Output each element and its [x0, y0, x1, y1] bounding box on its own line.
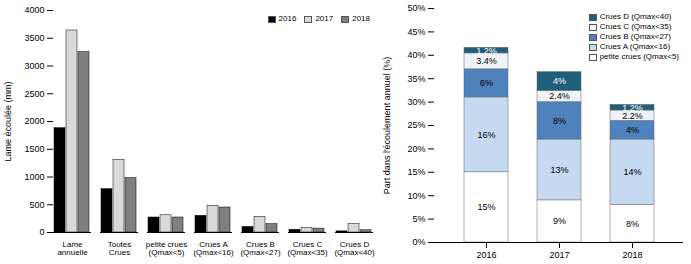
svg-text:0: 0 [39, 227, 44, 237]
svg-text:2018: 2018 [622, 250, 642, 260]
svg-text:2.4%: 2.4% [549, 91, 570, 101]
svg-text:1500: 1500 [24, 144, 44, 154]
svg-text:50%: 50% [407, 3, 425, 13]
svg-text:2500: 2500 [24, 89, 44, 99]
svg-text:1000: 1000 [24, 172, 44, 182]
svg-text:Crues B(Qmax<27): Crues B(Qmax<27) [240, 240, 281, 257]
svg-text:13%: 13% [550, 165, 568, 175]
svg-text:45%: 45% [407, 27, 425, 37]
svg-text:Part dans l'écoulement annuel: Part dans l'écoulement annuel (%) [382, 57, 392, 194]
svg-text:8%: 8% [553, 116, 566, 126]
svg-text:30%: 30% [407, 97, 425, 107]
svg-text:2017: 2017 [549, 250, 569, 260]
svg-text:5%: 5% [412, 214, 425, 224]
html-text:2016: 2016 [278, 14, 297, 23]
svg-text:ToutesCrues: ToutesCrues [108, 240, 132, 257]
svg-text:25%: 25% [407, 120, 425, 130]
svg-text:petite crues(Qmax<5): petite crues(Qmax<5) [146, 240, 187, 257]
svg-text:Crues A(Qmax<16): Crues A(Qmax<16) [193, 240, 234, 257]
svg-text:14%: 14% [623, 167, 641, 177]
svg-text:Crues C(Qmax<35): Crues C(Qmax<35) [287, 240, 328, 257]
svg-text:1.2%: 1.2% [476, 46, 497, 56]
html-text:Crues D (Qmax<40): Crues D (Qmax<40) [599, 12, 672, 21]
svg-text:3.4%: 3.4% [476, 56, 497, 66]
svg-text:15%: 15% [407, 167, 425, 177]
svg-text:35%: 35% [407, 74, 425, 84]
svg-text:40%: 40% [407, 50, 425, 60]
html-text:2017: 2017 [315, 14, 334, 23]
svg-text:10%: 10% [407, 191, 425, 201]
svg-text:Crues D(Qmax<40): Crues D(Qmax<40) [334, 240, 375, 257]
svg-text:9%: 9% [553, 216, 566, 226]
svg-text:2016: 2016 [476, 250, 496, 260]
svg-text:6%: 6% [480, 78, 493, 88]
svg-text:500: 500 [29, 200, 44, 210]
svg-text:2000: 2000 [24, 116, 44, 126]
html-text:Crues B (Qmax<27): Crues B (Qmax<27) [599, 32, 671, 41]
svg-text:4%: 4% [626, 125, 639, 135]
html-text:Crues C (Qmax<35): Crues C (Qmax<35) [599, 22, 672, 31]
svg-text:1.2%: 1.2% [622, 103, 643, 113]
svg-text:4000: 4000 [24, 5, 44, 15]
svg-text:3500: 3500 [24, 33, 44, 43]
svg-text:16%: 16% [477, 130, 495, 140]
html-text:Crues A (Qmax<16): Crues A (Qmax<16) [599, 42, 671, 51]
svg-text:8%: 8% [626, 219, 639, 229]
html-text:petite crues (Qmax<5): petite crues (Qmax<5) [599, 52, 679, 61]
svg-text:2.2%: 2.2% [622, 110, 643, 121]
html-text:2018: 2018 [352, 14, 370, 23]
svg-text:Lameannuelle: Lameannuelle [57, 240, 88, 257]
svg-text:Lame écoulée (mm): Lame écoulée (mm) [3, 81, 13, 161]
svg-text:20%: 20% [407, 144, 425, 154]
svg-text:0%: 0% [412, 237, 425, 247]
svg-text:4%: 4% [553, 76, 566, 86]
svg-text:3000: 3000 [24, 61, 44, 71]
svg-text:15%: 15% [477, 202, 495, 212]
